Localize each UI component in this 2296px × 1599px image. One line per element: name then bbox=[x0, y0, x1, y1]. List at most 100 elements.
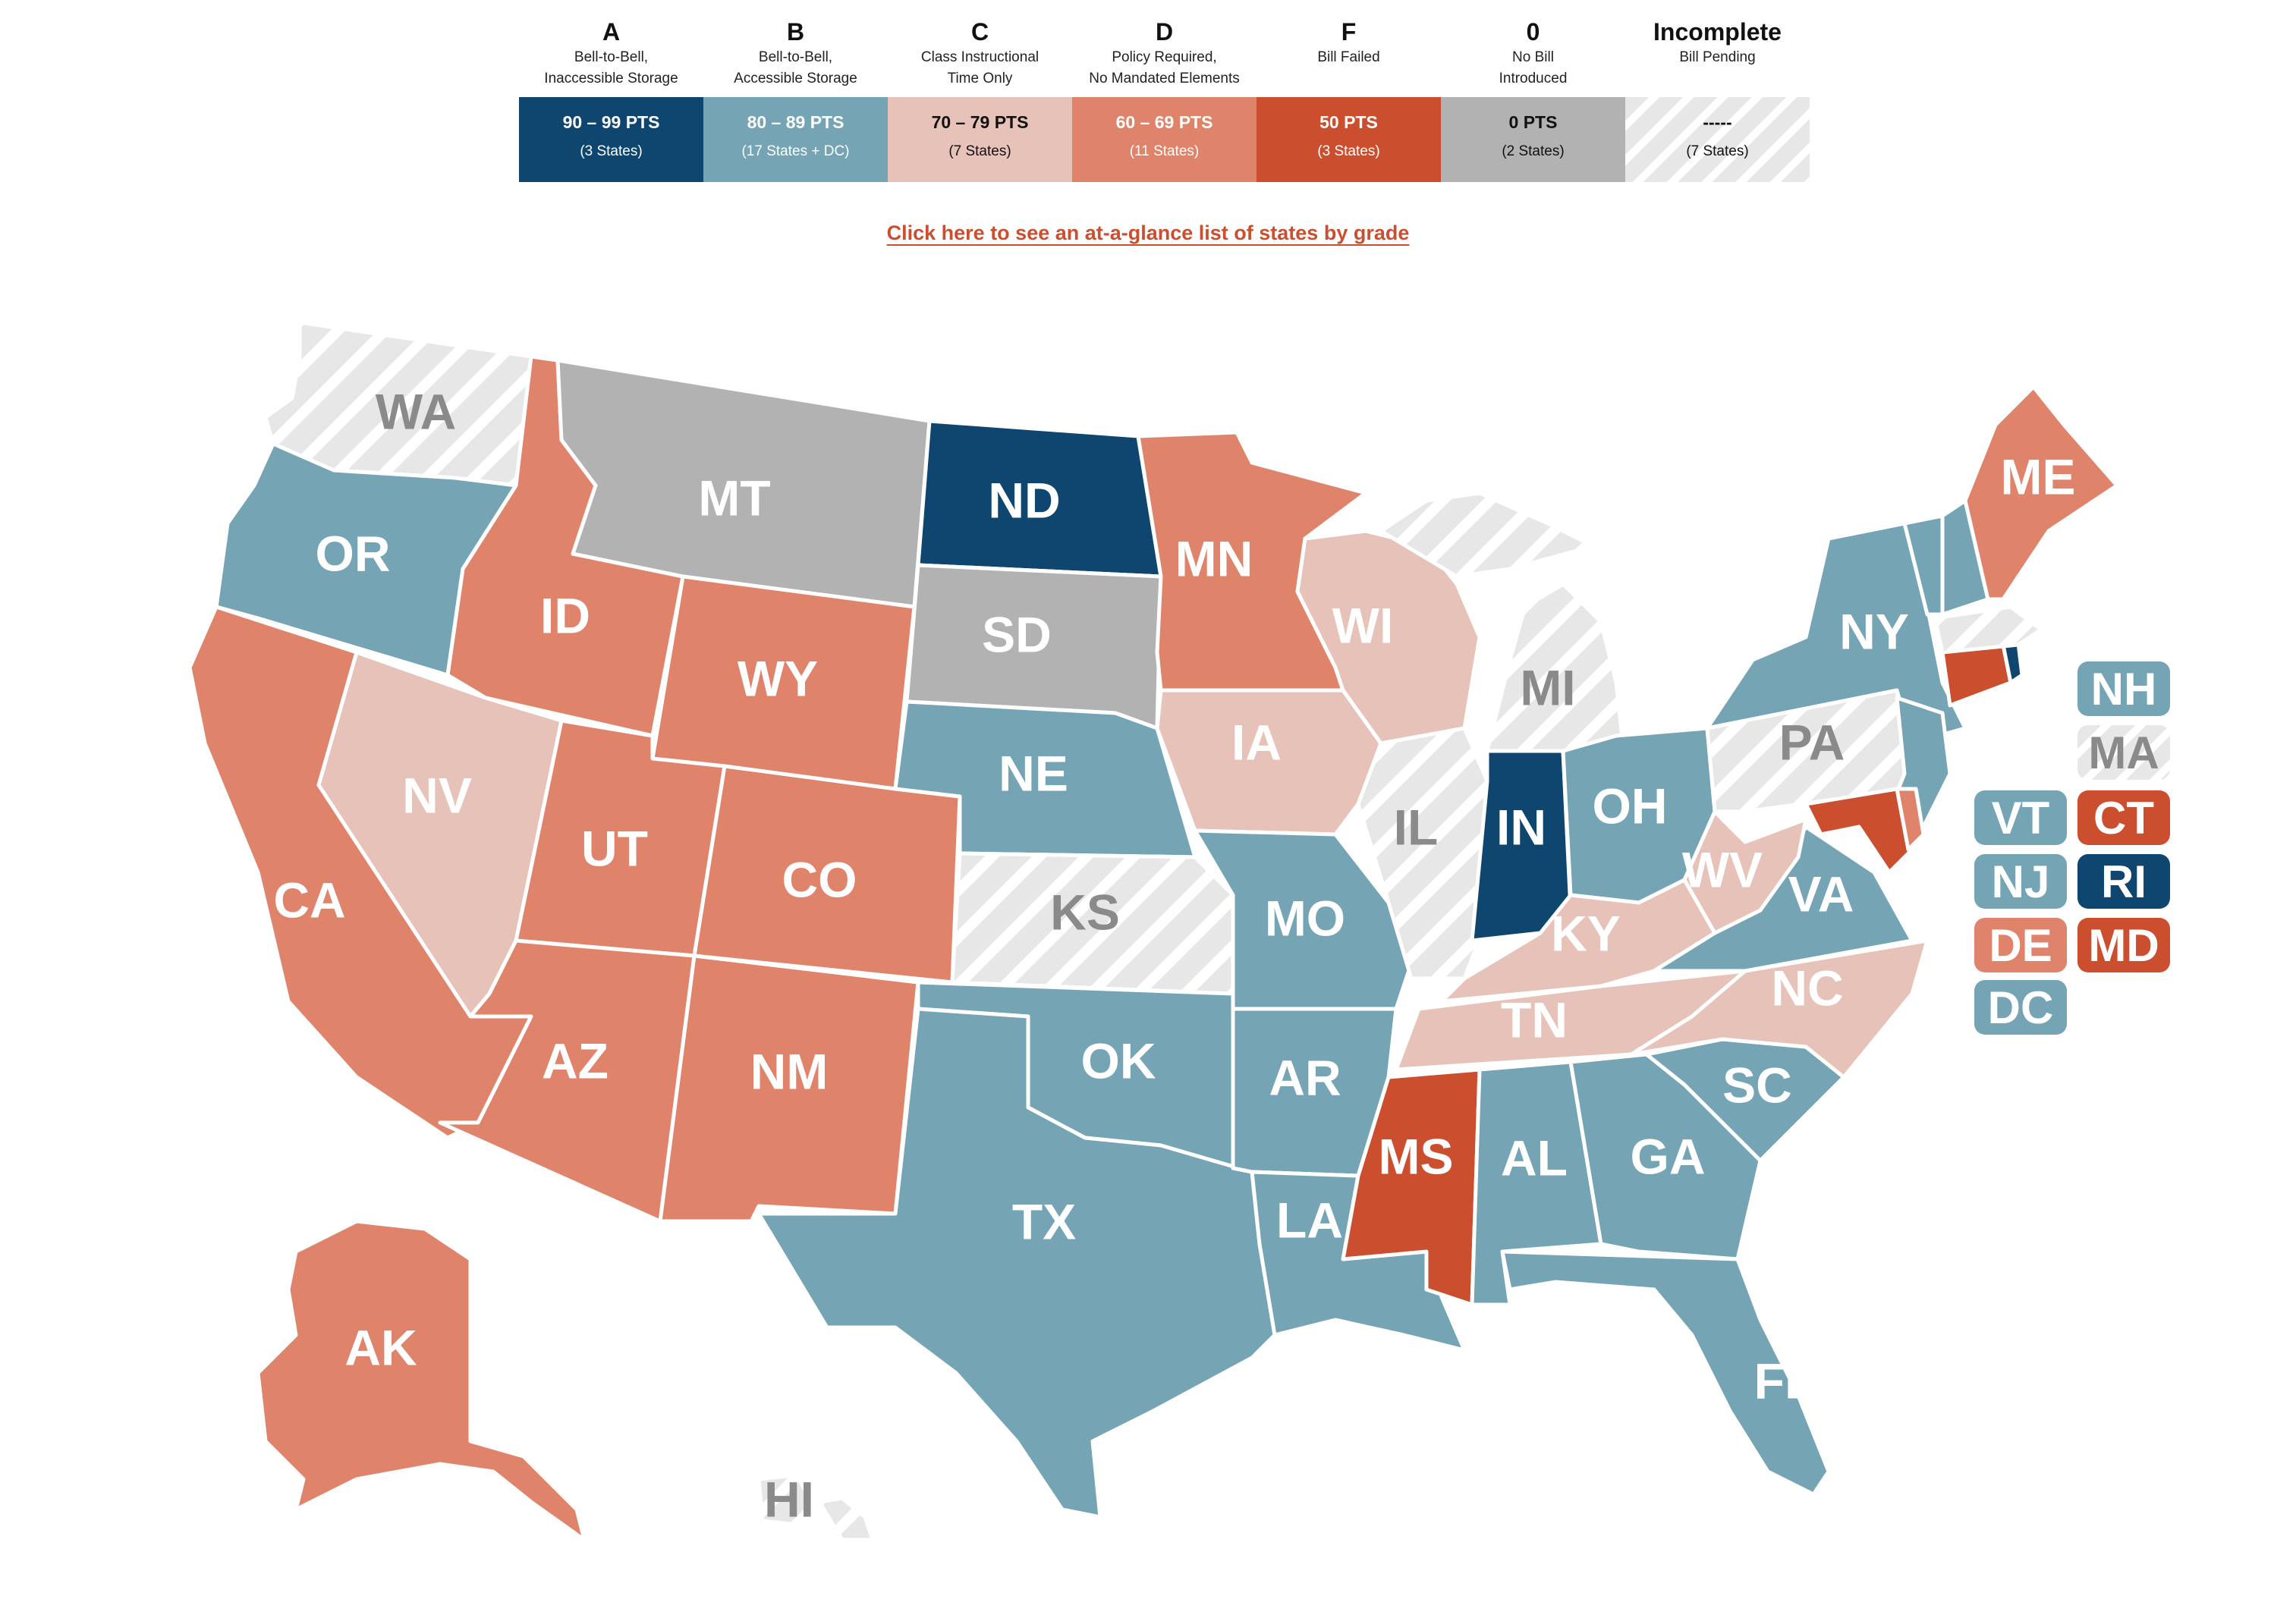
legend-points: 70 – 79 PTS bbox=[931, 112, 1029, 132]
label-NE: NE bbox=[999, 745, 1068, 801]
label-OK: OK bbox=[1081, 1032, 1156, 1089]
legend-count: (7 States) bbox=[1686, 143, 1749, 159]
badge-NH[interactable]: NH bbox=[2077, 661, 2170, 716]
legend-points: 80 – 89 PTS bbox=[747, 112, 844, 132]
badge-CT[interactable]: CT bbox=[2077, 790, 2170, 845]
label-TX: TX bbox=[1012, 1193, 1076, 1249]
legend-swatch: 80 – 89 PTS (17 States + DC) bbox=[703, 97, 888, 182]
label-CO: CO bbox=[782, 851, 857, 907]
badge-VT[interactable]: VT bbox=[1974, 790, 2067, 845]
state-MO[interactable] bbox=[1193, 828, 1414, 1011]
badge-DC[interactable]: DC bbox=[1974, 980, 2067, 1035]
label-AZ: AZ bbox=[542, 1032, 609, 1089]
grade-list-link[interactable]: Click here to see an at-a-glance list of… bbox=[886, 221, 1410, 244]
legend-grade: Incomplete bbox=[1653, 18, 1782, 46]
state-NC[interactable] bbox=[1629, 938, 1930, 1079]
label-IA: IA bbox=[1231, 714, 1282, 770]
label-KY: KY bbox=[1551, 905, 1621, 961]
legend-swatch: 0 PTS (2 States) bbox=[1441, 97, 1625, 182]
legend-count: (3 States) bbox=[580, 143, 643, 159]
label-KS: KS bbox=[1050, 884, 1120, 940]
legend-points: 50 PTS bbox=[1319, 112, 1378, 132]
legend-count: (7 States) bbox=[948, 143, 1011, 159]
label-WI: WI bbox=[1332, 597, 1394, 653]
legend-grade: 0 bbox=[1526, 18, 1540, 46]
label-IN: IN bbox=[1496, 799, 1546, 855]
label-NV: NV bbox=[402, 767, 472, 823]
label-MS: MS bbox=[1379, 1128, 1454, 1184]
label-OR: OR bbox=[316, 525, 391, 581]
legend-swatch: 50 PTS (3 States) bbox=[1257, 97, 1441, 182]
label-CA: CA bbox=[273, 872, 345, 928]
legend-item-b: B Bell-to-Bell, Accessible Storage 80 – 89 … bbox=[703, 17, 888, 184]
legend-description-line: Bill Failed bbox=[1317, 49, 1380, 65]
badge-DE[interactable]: DE bbox=[1974, 918, 2067, 972]
state-WV[interactable] bbox=[1682, 809, 1808, 935]
state-MA[interactable] bbox=[1933, 605, 2043, 655]
legend-item-0: 0 No Bill Introduced 0 PTS (2 States) bbox=[1441, 17, 1625, 184]
legend-description-line: Class Instructional bbox=[920, 49, 1039, 65]
legend-count: (2 States) bbox=[1502, 143, 1565, 159]
legend-grade: A bbox=[602, 18, 621, 46]
legend-description: Bell-to-Bell, Accessible Storage bbox=[703, 47, 888, 90]
legend-swatch: ----- (7 States) bbox=[1625, 97, 1810, 182]
legend-description-line: Bill Pending bbox=[1679, 49, 1756, 65]
label-SD: SD bbox=[982, 606, 1052, 662]
label-ME: ME bbox=[2001, 448, 2076, 504]
legend-description-line: Bell-to-Bell, bbox=[574, 49, 649, 65]
legend-swatch: 90 – 99 PTS (3 States) bbox=[519, 97, 703, 182]
badge-NJ[interactable]: NJ bbox=[1974, 854, 2067, 909]
label-AK: AK bbox=[344, 1319, 417, 1375]
label-GA: GA bbox=[1631, 1128, 1706, 1184]
state-ME[interactable] bbox=[1963, 385, 2119, 602]
legend-description-line: Accessible Storage bbox=[734, 71, 857, 86]
label-MI: MI bbox=[1520, 659, 1575, 715]
legend-item-a: A Bell-to-Bell, Inaccessible Storage 90 – 9… bbox=[519, 17, 703, 184]
legend-description: Bill Failed bbox=[1257, 47, 1441, 68]
legend-description-line: Introduced bbox=[1499, 71, 1568, 86]
legend-points: 60 – 69 PTS bbox=[1115, 112, 1213, 132]
legend-points: ----- bbox=[1703, 112, 1732, 132]
label-WV: WV bbox=[1682, 841, 1763, 897]
state-TX[interactable] bbox=[756, 1007, 1277, 1519]
label-HI: HI bbox=[764, 1471, 814, 1527]
label-AR: AR bbox=[1269, 1049, 1341, 1105]
badge-MD[interactable]: MD bbox=[2077, 918, 2170, 972]
label-UT: UT bbox=[581, 820, 648, 876]
label-VA: VA bbox=[1788, 865, 1854, 922]
label-MN: MN bbox=[1175, 530, 1253, 586]
state-DE[interactable] bbox=[1895, 787, 1926, 852]
legend-points: 0 PTS bbox=[1508, 112, 1558, 132]
label-SC: SC bbox=[1722, 1057, 1792, 1113]
legend-description-line: No Mandated Elements bbox=[1089, 71, 1240, 86]
legend-description-line: No Bill bbox=[1512, 49, 1554, 65]
grade-list-link-row: Click here to see an at-a-glance list of… bbox=[0, 221, 2296, 245]
badge-RI[interactable]: RI bbox=[2077, 854, 2170, 909]
state-FL[interactable] bbox=[1500, 1249, 1831, 1497]
label-IL: IL bbox=[1394, 799, 1439, 855]
legend-description: Bell-to-Bell, Inaccessible Storage bbox=[519, 47, 703, 90]
legend-description-line: Policy Required, bbox=[1112, 49, 1217, 65]
legend-points: 90 – 99 PTS bbox=[562, 112, 660, 132]
legend-grade: F bbox=[1341, 18, 1357, 46]
label-LA: LA bbox=[1276, 1192, 1343, 1248]
label-ND: ND bbox=[988, 472, 1060, 528]
label-MO: MO bbox=[1265, 890, 1345, 946]
state-AK[interactable] bbox=[256, 1219, 587, 1542]
state-CT[interactable] bbox=[1940, 642, 2013, 708]
label-TN: TN bbox=[1501, 991, 1568, 1048]
label-MT: MT bbox=[698, 470, 770, 526]
badge-MA[interactable]: MA bbox=[2077, 725, 2170, 780]
label-NC: NC bbox=[1771, 960, 1843, 1016]
state-HI[interactable] bbox=[756, 1473, 875, 1542]
legend-description: No Bill Introduced bbox=[1441, 47, 1625, 90]
label-WA: WA bbox=[376, 383, 456, 439]
legend-swatch: 70 – 79 PTS (7 States) bbox=[888, 97, 1072, 182]
legend-count: (11 States) bbox=[1129, 143, 1200, 159]
label-OH: OH bbox=[1593, 778, 1668, 834]
legend-item-c: C Class Instructional Time Only 70 – 79 PTS… bbox=[888, 17, 1072, 184]
label-FL: FL bbox=[1754, 1352, 1816, 1409]
label-NY: NY bbox=[1839, 603, 1909, 659]
grade-legend: A Bell-to-Bell, Inaccessible Storage 90 – 9… bbox=[519, 17, 1810, 184]
label-NM: NM bbox=[750, 1043, 829, 1099]
